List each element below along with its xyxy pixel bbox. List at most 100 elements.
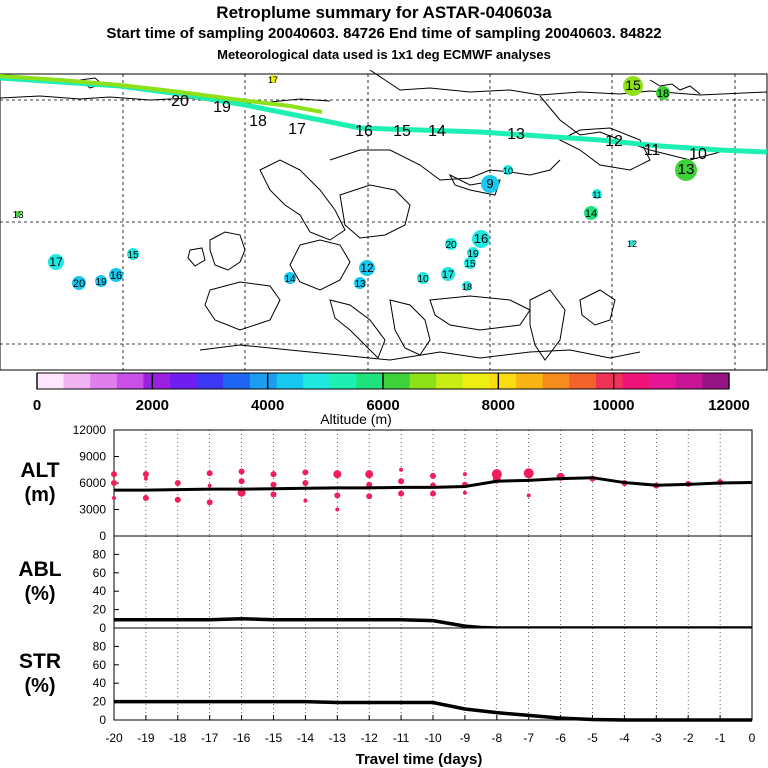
alt-scatter-point bbox=[366, 493, 373, 500]
y-tick-label: 80 bbox=[93, 639, 107, 653]
alt-scatter-point bbox=[335, 507, 340, 512]
trajectory-day-label: 14 bbox=[428, 123, 446, 140]
cluster-label: 13 bbox=[678, 161, 695, 178]
alt-scatter-point bbox=[270, 491, 277, 498]
alt-scatter-point bbox=[303, 498, 308, 503]
cluster-label: 19 bbox=[95, 277, 107, 288]
cluster-marker bbox=[284, 272, 296, 284]
cluster-label: 17 bbox=[268, 75, 278, 85]
alt-scatter-point bbox=[399, 467, 404, 472]
x-tick-label: -12 bbox=[361, 731, 379, 745]
x-tick-label: -16 bbox=[233, 731, 251, 745]
cluster-label: 15 bbox=[127, 250, 139, 261]
cluster-marker bbox=[354, 277, 366, 289]
cluster-label: 11 bbox=[592, 190, 601, 200]
x-axis-label: Travel time (days) bbox=[356, 751, 483, 768]
alt-scatter-point bbox=[398, 478, 405, 485]
colorbar-tick-label: 12000 bbox=[708, 397, 750, 414]
panel-title: STR bbox=[19, 650, 61, 673]
panel-unit: (%) bbox=[24, 675, 55, 697]
cluster-label: 20 bbox=[445, 240, 457, 251]
alt-scatter-point bbox=[174, 480, 181, 486]
alt-scatter-point bbox=[523, 468, 534, 479]
colorbar-segment bbox=[489, 373, 517, 389]
y-tick-label: 9000 bbox=[79, 450, 106, 464]
trajectory-day-label: 16 bbox=[355, 123, 373, 140]
panel-alt: 0 3000 6000 9000 12000 ALT(m) bbox=[20, 423, 753, 543]
colorbar-segment bbox=[276, 373, 304, 389]
cluster-marker bbox=[109, 268, 123, 282]
alt-scatter-point bbox=[302, 480, 309, 486]
colorbar-tick-label: 10000 bbox=[593, 397, 635, 414]
y-tick-label: 80 bbox=[93, 547, 107, 561]
cluster-marker bbox=[675, 159, 697, 181]
cluster-label: 13 bbox=[354, 279, 366, 290]
cluster-label: 10 bbox=[417, 274, 429, 285]
panel-title: ALT bbox=[20, 459, 59, 482]
y-tick-label: 20 bbox=[93, 695, 107, 709]
x-tick-label: -14 bbox=[297, 731, 315, 745]
alt-scatter-point bbox=[398, 490, 405, 497]
cluster-marker bbox=[481, 175, 499, 193]
y-tick-label: 3000 bbox=[79, 503, 106, 517]
x-tick-label: -9 bbox=[460, 731, 471, 745]
alt-scatter-point bbox=[206, 499, 213, 506]
colorbar-segment bbox=[595, 373, 624, 389]
x-tick-label: -6 bbox=[555, 731, 566, 745]
alt-scatter-point bbox=[112, 496, 116, 501]
x-tick-label: -4 bbox=[619, 731, 630, 745]
colorbar-segment bbox=[303, 373, 331, 389]
colorbar-segment bbox=[223, 373, 251, 389]
cluster-label: 17 bbox=[442, 269, 454, 281]
colorbar-segment bbox=[170, 373, 198, 389]
cluster-marker bbox=[127, 248, 139, 260]
map-gridlines bbox=[0, 74, 767, 370]
colorbar-segment bbox=[622, 373, 650, 389]
colorbar-segment bbox=[702, 373, 730, 389]
y-tick-label: 20 bbox=[93, 603, 107, 617]
time-series-panels: 030006000900012000ALT(m)020406080ABL(%)0… bbox=[18, 423, 755, 768]
cluster-marker bbox=[472, 230, 490, 248]
cluster-label: 16 bbox=[474, 231, 488, 246]
cluster-marker bbox=[503, 165, 513, 175]
cluster-label: 20 bbox=[73, 278, 85, 290]
alt-scatter-point bbox=[238, 478, 245, 485]
cluster-marker bbox=[441, 267, 455, 281]
x-tick-label: 0 bbox=[749, 731, 756, 745]
panel-frame bbox=[113, 535, 753, 629]
alt-scatter-point bbox=[526, 493, 531, 498]
alt-scatter-point bbox=[365, 470, 374, 479]
colorbar-segment bbox=[116, 373, 144, 389]
str-line bbox=[114, 699, 752, 722]
cluster-label: 18 bbox=[657, 88, 669, 100]
colorbar-segment bbox=[383, 373, 411, 389]
cluster-label: 15 bbox=[464, 259, 476, 270]
colorbar-tick-label: 4000 bbox=[251, 397, 284, 414]
alt-scatter-point bbox=[238, 468, 245, 475]
trajectory-day-label: 17 bbox=[288, 121, 306, 138]
x-tick-label: -13 bbox=[329, 731, 347, 745]
alt-scatter-point bbox=[270, 471, 277, 478]
cluster-marker bbox=[95, 275, 107, 287]
alt-scatter-point bbox=[174, 496, 181, 503]
cluster-marker bbox=[467, 247, 479, 259]
x-tick-label: -2 bbox=[683, 731, 694, 745]
cluster-label: 9 bbox=[486, 176, 493, 191]
cluster-marker bbox=[464, 257, 476, 269]
cluster-label: 14 bbox=[585, 208, 597, 220]
colorbar-tick-label: 0 bbox=[33, 397, 41, 414]
cluster-label: 10 bbox=[503, 166, 513, 176]
colorbar-segment bbox=[436, 373, 464, 389]
x-tick-label: -15 bbox=[265, 731, 283, 745]
altitude-colorbar: 0 2000 4000 6000 8000 10000 12000 bbox=[33, 372, 750, 414]
x-tick-label: -3 bbox=[651, 731, 662, 745]
x-tick-label: -20 bbox=[105, 731, 123, 745]
trajectory-day-label: 19 bbox=[213, 99, 231, 116]
colorbar-segment bbox=[409, 373, 437, 389]
alt-scatter-point bbox=[111, 480, 117, 486]
y-tick-label: 0 bbox=[99, 713, 106, 727]
alt-scatter-point bbox=[111, 471, 117, 478]
chart-title: Retroplume summary for ASTAR-040603a bbox=[216, 3, 552, 22]
colorbar-segment bbox=[542, 373, 570, 389]
